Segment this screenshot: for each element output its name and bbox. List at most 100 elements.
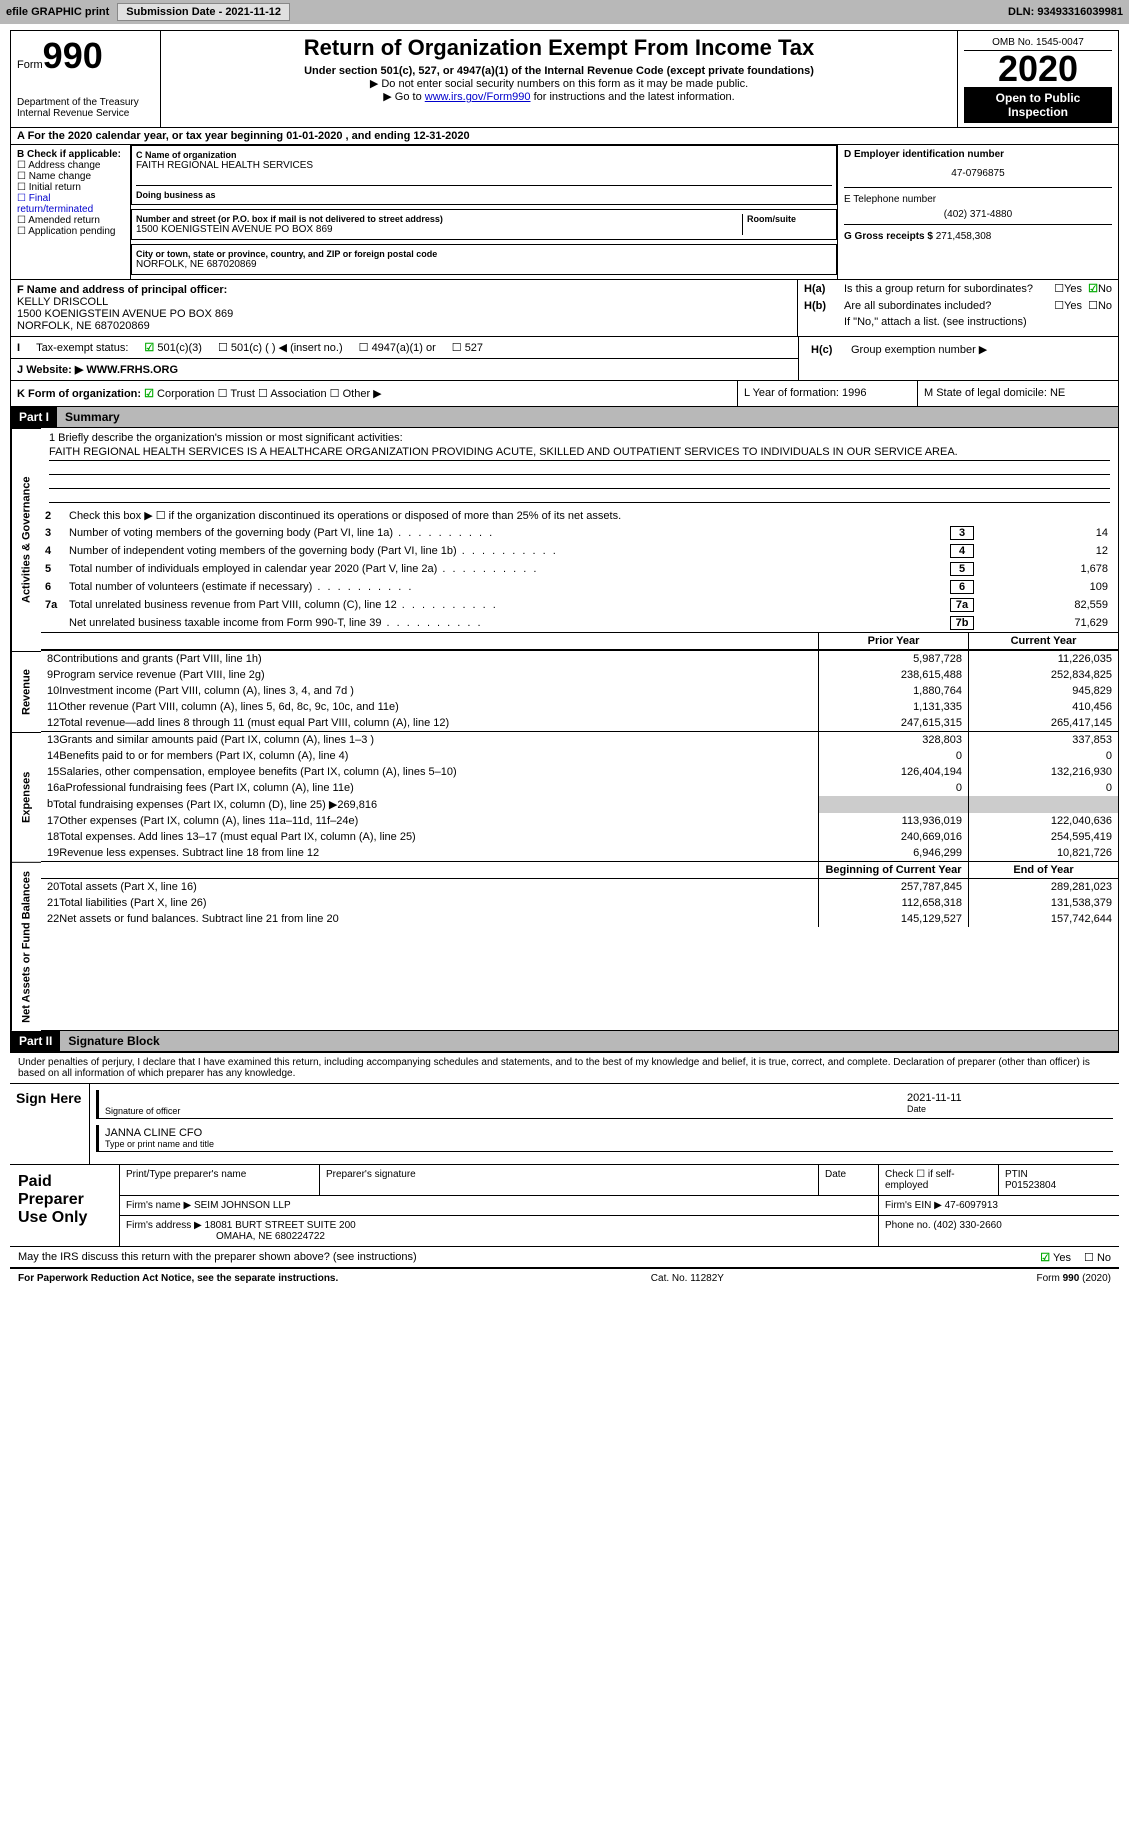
sig-date: 2021-11-11 xyxy=(907,1092,1107,1104)
firm-name: SEIM JOHNSON LLP xyxy=(194,1200,291,1211)
val-3: 14 xyxy=(974,527,1114,539)
chk-assoc[interactable]: ☐ Association xyxy=(258,388,327,400)
part2-header: Part II xyxy=(11,1031,60,1051)
org-name: FAITH REGIONAL HEALTH SERVICES xyxy=(136,160,832,171)
tax-year: 2020 xyxy=(964,51,1112,87)
prep-h1: Print/Type preparer's name xyxy=(120,1165,320,1195)
vlabel-netassets: Net Assets or Fund Balances xyxy=(11,862,41,1031)
prep-h4a: Check ☐ if self-employed xyxy=(879,1165,999,1195)
val-7b: 71,629 xyxy=(974,617,1114,629)
paid-preparer-label: Paid Preparer Use Only xyxy=(10,1165,120,1246)
chk-final[interactable]: ☐ Final return/terminated xyxy=(17,193,124,215)
title-cell: Return of Organization Exempt From Incom… xyxy=(161,31,958,127)
ha-no[interactable]: ☑No xyxy=(1088,282,1112,295)
discuss-no[interactable]: ☐ No xyxy=(1084,1252,1111,1264)
officer-name-label: Type or print name and title xyxy=(105,1139,214,1149)
hb-no[interactable]: ☐No xyxy=(1088,299,1112,312)
note2: ▶ Go to www.irs.gov/Form990 for instruct… xyxy=(167,90,951,103)
footer-right: Form 990 (2020) xyxy=(1037,1273,1111,1284)
footer-mid: Cat. No. 11282Y xyxy=(651,1273,724,1284)
officer-addr2: NORFOLK, NE 687020869 xyxy=(17,320,791,332)
firm-addr2: OMAHA, NE 680224722 xyxy=(216,1231,325,1242)
col-d: D Employer identification number 47-0796… xyxy=(838,145,1118,279)
chk-501c[interactable]: ☐ 501(c) ( ) ◀ (insert no.) xyxy=(218,341,343,354)
gross-row: G Gross receipts $ 271,458,308 xyxy=(844,231,1112,242)
chk-name[interactable]: ☐ Name change xyxy=(17,171,124,182)
col-b-label: B Check if applicable: xyxy=(17,149,124,160)
chk-address[interactable]: ☐ Address change xyxy=(17,160,124,171)
part2-title: Signature Block xyxy=(60,1031,1118,1051)
toolbar: efile GRAPHIC print Submission Date - 20… xyxy=(0,0,1129,24)
vlabel-revenue: Revenue xyxy=(11,651,41,732)
gross-value: 271,458,308 xyxy=(936,231,992,242)
val-7a: 82,559 xyxy=(974,599,1114,611)
subtitle: Under section 501(c), 527, or 4947(a)(1)… xyxy=(167,65,951,77)
val-4: 12 xyxy=(974,545,1114,557)
chk-pending[interactable]: ☐ Application pending xyxy=(17,226,124,237)
chk-other[interactable]: ☐ Other ▶ xyxy=(330,388,382,400)
form-word: Form xyxy=(17,59,43,71)
dln-label: DLN: 93493316039981 xyxy=(1008,6,1123,18)
name-label: C Name of organization xyxy=(136,150,832,160)
firm-ein: 47-6097913 xyxy=(945,1200,998,1211)
chk-amended[interactable]: ☐ Amended return xyxy=(17,215,124,226)
hb-yes[interactable]: ☐Yes xyxy=(1054,299,1082,312)
val-6: 109 xyxy=(974,581,1114,593)
prep-h3: Date xyxy=(819,1165,879,1195)
officer-addr1: 1500 KOENIGSTEIN AVENUE PO BOX 869 xyxy=(17,308,791,320)
firm-phone: (402) 330-2660 xyxy=(933,1220,1001,1231)
chk-501c3[interactable]: ☑ 501(c)(3) xyxy=(144,341,202,354)
sig-date-label: Date xyxy=(907,1104,1107,1114)
inspection-label: Open to Public Inspection xyxy=(964,87,1112,123)
firm-addr1: 18081 BURT STREET SUITE 200 xyxy=(205,1220,356,1231)
part1-title: Summary xyxy=(57,407,1118,427)
part1-header: Part I xyxy=(11,407,57,427)
org-city: NORFOLK, NE 687020869 xyxy=(136,259,832,270)
prior-hdr: Prior Year xyxy=(818,633,968,649)
phone-value: (402) 371-4880 xyxy=(844,209,1112,220)
officer-name: KELLY DRISCOLL xyxy=(17,296,791,308)
website-value: WWW.FRHS.ORG xyxy=(86,364,178,376)
col-c: C Name of organization FAITH REGIONAL HE… xyxy=(131,145,838,279)
end-hdr: End of Year xyxy=(968,862,1118,878)
city-label: City or town, state or province, country… xyxy=(136,249,832,259)
h-block: H(a) Is this a group return for subordin… xyxy=(798,280,1118,336)
chk-4947[interactable]: ☐ 4947(a)(1) or xyxy=(359,341,436,354)
chk-initial[interactable]: ☐ Initial return xyxy=(17,182,124,193)
submission-button[interactable]: Submission Date - 2021-11-12 xyxy=(117,3,290,21)
efile-label: efile GRAPHIC print xyxy=(6,6,109,18)
sign-here-label: Sign Here xyxy=(10,1084,90,1164)
begin-hdr: Beginning of Current Year xyxy=(818,862,968,878)
form-id-cell: Form990 Department of the Treasury Inter… xyxy=(11,31,161,127)
org-address: 1500 KOENIGSTEIN AVENUE PO BOX 869 xyxy=(136,224,742,235)
f-label: F Name and address of principal officer: xyxy=(17,284,791,296)
sig-intro: Under penalties of perjury, I declare th… xyxy=(10,1052,1119,1083)
val-5: 1,678 xyxy=(974,563,1114,575)
discuss-yes[interactable]: ☑ Yes xyxy=(1040,1252,1071,1264)
mission-q: 1 Briefly describe the organization's mi… xyxy=(49,432,1110,444)
chk-527[interactable]: ☐ 527 xyxy=(452,341,483,354)
website-label: Website: ▶ xyxy=(26,364,83,376)
discuss-q: May the IRS discuss this return with the… xyxy=(18,1251,417,1263)
dba-label: Doing business as xyxy=(136,190,832,200)
m-cell: M State of legal domicile: NE xyxy=(918,381,1118,406)
ptin-value: P01523804 xyxy=(1005,1180,1056,1191)
room-label: Room/suite xyxy=(747,214,832,224)
form-title: Return of Organization Exempt From Incom… xyxy=(167,35,951,61)
sig-officer-label: Signature of officer xyxy=(105,1106,907,1116)
phone-label: E Telephone number xyxy=(844,194,1112,205)
status-label: Tax-exempt status: xyxy=(36,342,128,354)
ein-label: D Employer identification number xyxy=(844,149,1112,160)
l-cell: L Year of formation: 1996 xyxy=(738,381,918,406)
form990-link[interactable]: www.irs.gov/Form990 xyxy=(425,91,531,103)
f-block: F Name and address of principal officer:… xyxy=(11,280,798,336)
ein-value: 47-0796875 xyxy=(844,168,1112,179)
col-b: B Check if applicable: ☐ Address change … xyxy=(11,145,131,279)
year-cell: OMB No. 1545-0047 2020 Open to Public In… xyxy=(958,31,1118,127)
note1: ▶ Do not enter social security numbers o… xyxy=(167,77,951,90)
chk-trust[interactable]: ☐ Trust xyxy=(218,388,255,400)
ha-yes[interactable]: ☐Yes xyxy=(1054,282,1082,295)
prep-h2: Preparer's signature xyxy=(320,1165,819,1195)
chk-corp[interactable]: ☑ Corporation xyxy=(144,388,214,400)
officer-print-name: JANNA CLINE CFO xyxy=(105,1127,214,1139)
